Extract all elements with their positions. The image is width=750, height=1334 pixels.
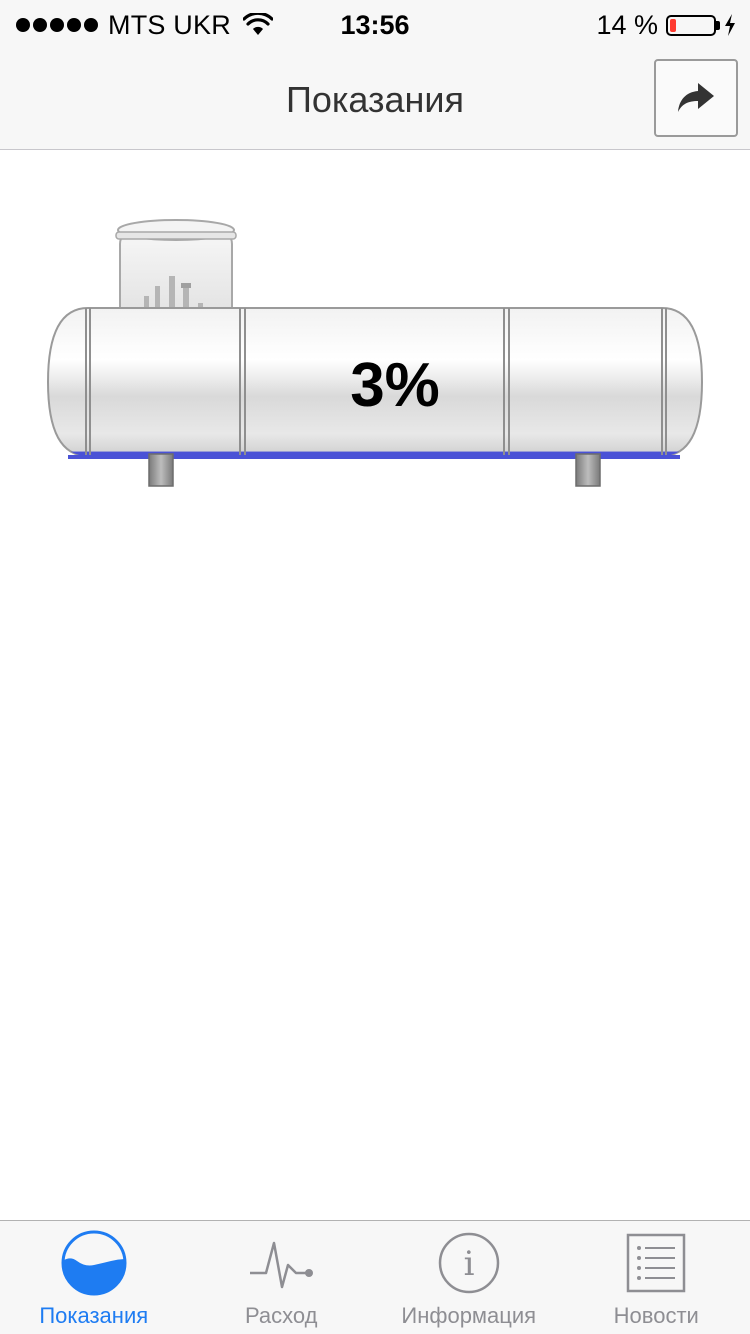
status-bar: MTS UKR 13:56 14 % <box>0 0 750 50</box>
pulse-icon <box>246 1229 316 1297</box>
charging-bolt-icon <box>725 14 735 36</box>
battery-icon <box>666 14 716 36</box>
tab-consumption[interactable]: Расход <box>188 1221 376 1334</box>
svg-text:i: i <box>463 1244 474 1284</box>
battery-level <box>670 18 676 32</box>
gauge-wave-icon <box>59 1229 129 1297</box>
signal-strength-icon <box>16 18 98 32</box>
battery-nub <box>716 20 720 30</box>
navigation-bar: Показания <box>0 50 750 150</box>
tab-label: Расход <box>244 1303 318 1328</box>
tank-leg-left <box>148 453 174 487</box>
tab-label: Показания <box>39 1303 149 1328</box>
fill-percent-label: 3% <box>350 351 440 420</box>
info-icon: i <box>434 1229 504 1297</box>
news-list-icon <box>621 1229 691 1297</box>
battery-percentage: 14 % <box>596 9 658 40</box>
tab-label: Новости <box>613 1303 699 1328</box>
tab-bar: Показания Расход i Информация <box>0 1220 750 1334</box>
tab-information[interactable]: i Информация <box>375 1221 563 1334</box>
tab-readings[interactable]: Показания <box>0 1221 188 1334</box>
wifi-icon <box>242 13 273 35</box>
status-right: 14 % <box>596 8 736 42</box>
tank-gauge: 3% <box>40 210 710 500</box>
share-arrow-icon <box>678 83 714 112</box>
tank-dome <box>115 219 237 327</box>
tank-leg-right <box>575 453 601 487</box>
status-left: MTS UKR <box>16 8 273 42</box>
page-title: Показания <box>285 79 465 120</box>
carrier-name: MTS UKR <box>108 9 231 40</box>
share-button[interactable] <box>654 59 738 137</box>
tank-illustration <box>46 219 704 487</box>
status-time: 13:56 <box>340 10 410 40</box>
tab-label: Информация <box>401 1303 537 1328</box>
tank-liquid <box>48 451 702 456</box>
tab-news[interactable]: Новости <box>563 1221 750 1334</box>
